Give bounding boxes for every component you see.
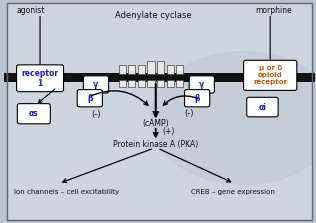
Bar — [167, 81, 174, 87]
Text: αi: αi — [258, 103, 266, 112]
Bar — [4, 73, 315, 82]
Text: (cAMP): (cAMP) — [143, 118, 169, 128]
Bar — [176, 81, 183, 87]
FancyBboxPatch shape — [16, 65, 64, 92]
Text: Ion channels – cell excitability: Ion channels – cell excitability — [14, 189, 119, 195]
Text: Adenylate cyclase: Adenylate cyclase — [115, 11, 192, 20]
Text: (-): (-) — [185, 109, 194, 118]
Circle shape — [150, 52, 316, 185]
Bar — [119, 65, 126, 74]
Bar — [138, 81, 145, 87]
FancyBboxPatch shape — [247, 97, 278, 117]
Bar — [128, 81, 136, 87]
Text: γ: γ — [94, 80, 99, 89]
Bar — [119, 81, 126, 87]
Bar — [128, 65, 136, 74]
Text: γ: γ — [199, 80, 204, 89]
Text: agonist: agonist — [16, 6, 45, 15]
Bar — [176, 65, 183, 74]
Bar — [148, 61, 155, 74]
Text: β: β — [194, 94, 200, 103]
Text: μ or δ
opioid
receptor: μ or δ opioid receptor — [253, 65, 287, 85]
Text: Protein kinase A (PKA): Protein kinase A (PKA) — [113, 140, 198, 149]
Bar — [148, 81, 155, 87]
Text: αs: αs — [29, 109, 39, 118]
FancyBboxPatch shape — [244, 60, 297, 91]
Text: (-): (-) — [91, 110, 101, 119]
FancyBboxPatch shape — [17, 104, 50, 124]
FancyBboxPatch shape — [77, 90, 102, 107]
FancyBboxPatch shape — [185, 90, 210, 107]
Bar — [157, 81, 164, 87]
Text: CREB – gene expression: CREB – gene expression — [191, 189, 275, 195]
FancyBboxPatch shape — [83, 76, 109, 93]
Text: morphine: morphine — [255, 6, 292, 15]
Bar — [138, 65, 145, 74]
Text: receptor
1: receptor 1 — [21, 68, 58, 88]
Bar — [157, 61, 164, 74]
Text: (+): (+) — [163, 127, 175, 136]
FancyBboxPatch shape — [189, 76, 214, 93]
Text: β: β — [87, 94, 93, 103]
Bar — [167, 65, 174, 74]
